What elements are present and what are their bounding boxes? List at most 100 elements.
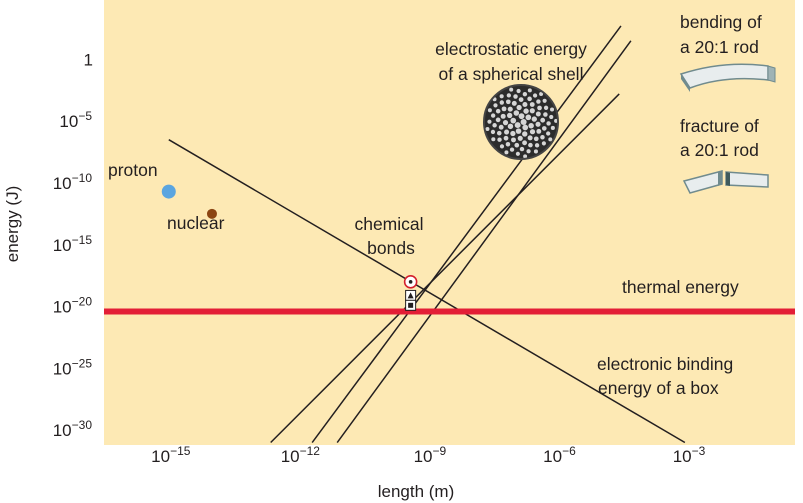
shell-spot	[499, 144, 505, 149]
shell-spot	[540, 117, 546, 123]
shell-spot	[507, 123, 514, 130]
y-tick-label: 10−25	[53, 356, 93, 378]
bending-line	[336, 40, 632, 443]
shell-spot	[531, 116, 537, 122]
shell-spot	[536, 128, 542, 134]
shell-spot	[541, 126, 547, 131]
shell-spot	[485, 127, 490, 132]
broken-rod-break-right	[726, 172, 730, 186]
shell-spot	[517, 135, 523, 141]
fracture-label-line1: fracture of	[680, 116, 759, 136]
x-tick-label: 10−15	[151, 444, 191, 466]
shell-spot	[492, 123, 497, 128]
bent-rod-side	[681, 74, 690, 92]
shell-spot	[549, 114, 554, 120]
shell-spot	[510, 130, 516, 137]
shell-spot	[550, 125, 555, 131]
bonds-label-line2: bonds	[367, 238, 415, 258]
shell-spot	[528, 122, 534, 129]
shell-spot	[506, 93, 511, 98]
shell-spot	[490, 113, 496, 118]
shell-spot	[518, 97, 524, 102]
shell-spot	[516, 88, 521, 94]
shell-spot	[525, 114, 532, 121]
shell-spot	[520, 118, 527, 126]
shell-spot	[496, 130, 502, 136]
data-points	[161, 184, 418, 311]
shell-spot	[546, 121, 551, 126]
shell-spot	[506, 112, 513, 119]
shell-spot	[497, 137, 502, 142]
nuclear-label: nuclear	[167, 213, 225, 233]
y-tick-label: 10−20	[53, 295, 93, 317]
y-tick-label: 10−10	[53, 171, 93, 193]
bending-label-line1: bending of	[680, 12, 762, 32]
shell-spot	[548, 137, 553, 142]
nuclear-point	[206, 208, 217, 219]
shell-spot	[493, 103, 498, 108]
shell-line	[311, 25, 622, 443]
proton-point	[161, 184, 176, 199]
shell-spot	[495, 108, 501, 114]
shell-spot	[513, 110, 520, 116]
shell-spot	[513, 94, 518, 99]
shell-spot	[516, 104, 522, 111]
fracture-label-line2: a 20:1 rod	[680, 140, 759, 160]
shell-spot	[541, 141, 546, 146]
bending-label-line2: a 20:1 rod	[680, 37, 759, 57]
x-tick-label: 10−12	[281, 444, 321, 466]
spherical-shell-image	[483, 84, 559, 160]
y-tick-label: 10−5	[59, 109, 92, 131]
series-lines	[168, 25, 686, 444]
shell-spot	[546, 131, 551, 136]
shell-spot	[514, 142, 520, 148]
shell-spot	[511, 100, 517, 106]
shell-spot	[515, 151, 520, 156]
fracture-line	[270, 93, 620, 444]
shell-spot	[527, 88, 532, 93]
y-tick-label: 10−15	[53, 233, 93, 255]
shell-spot	[536, 99, 541, 104]
shell-spot	[529, 129, 536, 135]
shell-spot	[487, 108, 492, 113]
shell-spot	[528, 142, 533, 148]
shell-spot	[527, 135, 533, 141]
shell-spot	[507, 106, 513, 112]
rod-images	[679, 63, 776, 194]
shell-spot	[500, 113, 506, 119]
y-axis-title: energy (J)	[3, 186, 22, 263]
box-label-line2: energy of a box	[598, 378, 719, 398]
box-line	[168, 139, 686, 444]
plot-background	[104, 0, 795, 445]
y-tick-label: 10−30	[53, 418, 93, 440]
bent-rod-end	[767, 65, 776, 83]
shell-spot	[522, 91, 528, 97]
thermal-label: thermal energy	[622, 277, 739, 297]
shell-spot	[505, 99, 511, 105]
shell-spot	[495, 117, 501, 123]
bond-square-marker	[408, 302, 414, 308]
shell-spot	[527, 96, 532, 102]
shell-spot	[505, 141, 511, 147]
shell-spot	[533, 136, 539, 142]
shell-spot	[499, 100, 505, 105]
shell-spot	[503, 135, 509, 141]
shell-spot	[522, 131, 528, 137]
shell-spot	[510, 117, 517, 124]
shell-spot	[522, 124, 529, 131]
shell-spot	[540, 135, 545, 140]
shell-spot	[532, 93, 538, 98]
shell-spot	[543, 112, 548, 117]
shell-spot	[523, 108, 529, 114]
shell-spot	[511, 137, 516, 143]
x-axis-title: length (m)	[378, 482, 455, 501]
broken-rod-right	[725, 171, 769, 188]
shell-spot	[504, 150, 509, 155]
shell-spot	[535, 121, 541, 127]
shell-spot	[518, 113, 525, 120]
bond-circle-dot	[408, 280, 413, 284]
shell-spot	[523, 154, 528, 159]
shell-spot	[539, 92, 544, 96]
axis-ticks: 10−15 10−12 10−9 10−6 10−3 1 10−5 10−10 10−15 10−…	[53, 50, 706, 466]
